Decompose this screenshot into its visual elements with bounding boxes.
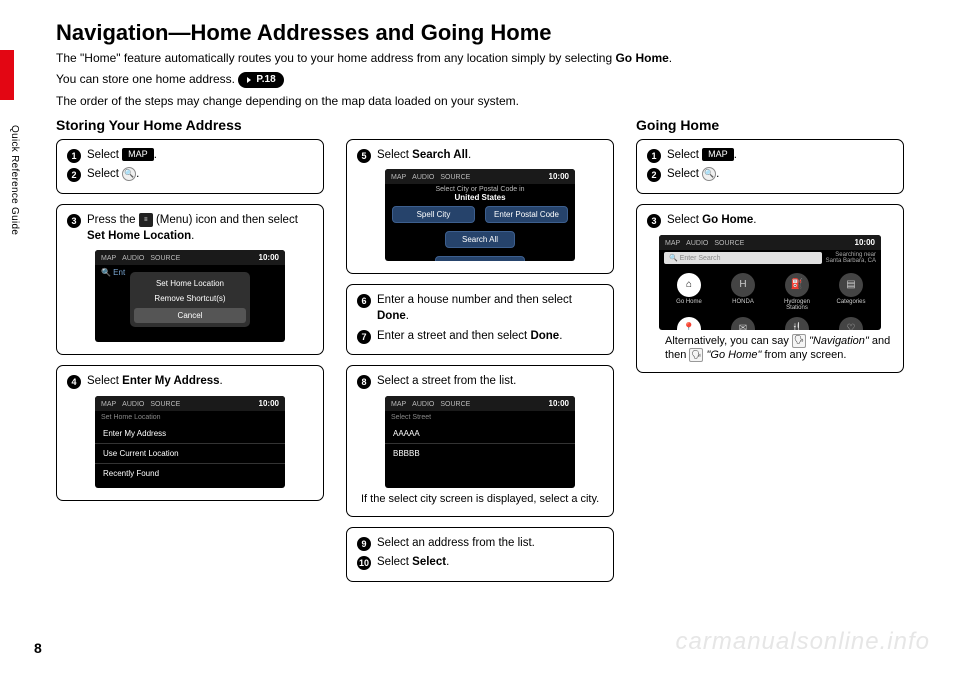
screenshot-set-home: MAPAUDIOSOURCE10:00 🔍 Ent Set Home Locat… <box>95 250 285 342</box>
step-bullet-4: 4 <box>67 375 81 389</box>
page-title: Navigation—Home Addresses and Going Home <box>56 20 930 46</box>
gh-bullet-1: 1 <box>647 149 661 163</box>
card-gohome-1: 1 Select MAP. 2 Select 🔍. <box>636 139 904 194</box>
intro-line-1: The "Home" feature automatically routes … <box>56 50 930 66</box>
card-store-2: 3 Press the ≡ (Menu) icon and then selec… <box>56 204 324 355</box>
step-bullet-2: 2 <box>67 168 81 182</box>
step-bullet-7: 7 <box>357 330 371 344</box>
step-bullet-1: 1 <box>67 149 81 163</box>
step-bullet-10: 10 <box>357 556 371 570</box>
screenshot-go-home: MAPAUDIOSOURCE10:00 🔍 Enter Search Searc… <box>659 235 881 330</box>
step-bullet-3: 3 <box>67 214 81 228</box>
voice-note: Alternatively, you can say 🗣 "Navigation… <box>651 334 893 363</box>
gh-bullet-2: 2 <box>647 168 661 182</box>
screenshot-enter-address: MAPAUDIOSOURCE10:00 Set Home Location En… <box>95 396 285 488</box>
map-button-icon: MAP <box>122 148 154 161</box>
going-home-heading: Going Home <box>636 117 904 133</box>
search-circle-icon-2: 🔍 <box>702 167 716 181</box>
page-number: 8 <box>34 640 42 656</box>
intro-line-3: The order of the steps may change depend… <box>56 93 930 109</box>
card-select-address: 9 Select an address from the list. 10 Se… <box>346 527 614 582</box>
red-side-tab <box>0 50 14 100</box>
card-store-3: 4 Select Enter My Address. MAPAUDIOSOURC… <box>56 365 324 501</box>
spacer-heading <box>346 117 614 133</box>
voice-icon: 🗣 <box>792 334 806 348</box>
step-bullet-8: 8 <box>357 375 371 389</box>
card-house-street: 6 Enter a house number and then select D… <box>346 284 614 355</box>
map-button-icon-2: MAP <box>702 148 734 161</box>
gh-bullet-3: 3 <box>647 214 661 228</box>
voice-icon-2: 🗣 <box>689 348 703 362</box>
search-circle-icon: 🔍 <box>122 167 136 181</box>
menu-icon: ≡ <box>139 213 153 227</box>
step-bullet-9: 9 <box>357 537 371 551</box>
card-search-all: 5 Select Search All. MAPAUDIOSOURCE10:00… <box>346 139 614 275</box>
storing-heading: Storing Your Home Address <box>56 117 324 133</box>
section-side-label: Quick Reference Guide <box>9 125 20 235</box>
watermark: carmanualsonline.info <box>676 628 930 656</box>
card-select-street: 8 Select a street from the list. MAPAUDI… <box>346 365 614 517</box>
step-bullet-6: 6 <box>357 294 371 308</box>
page-ref-pill: P.18 <box>238 72 283 88</box>
card-store-1: 1 Select MAP. 2 Select 🔍. <box>56 139 324 194</box>
card-gohome-2: 3 Select Go Home. MAPAUDIOSOURCE10:00 🔍 … <box>636 204 904 373</box>
intro-line-2: You can store one home address. P.18 <box>56 71 930 88</box>
street-note: If the select city screen is displayed, … <box>361 492 603 506</box>
screenshot-street-list: MAPAUDIOSOURCE10:00 Select Street AAAAA … <box>385 396 575 488</box>
step-bullet-5: 5 <box>357 149 371 163</box>
screenshot-search-all: MAPAUDIOSOURCE10:00 Select City or Posta… <box>385 169 575 261</box>
